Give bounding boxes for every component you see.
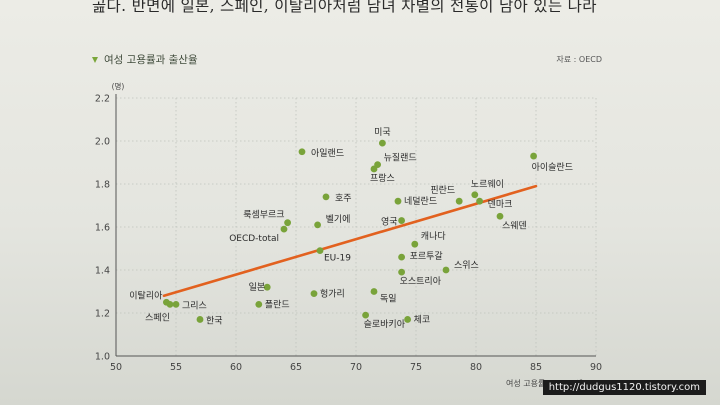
point-label: 노르웨이 — [471, 178, 504, 190]
body-text-line: 곮다. 반면에 일본, 스페인, 이탈리아처럼 남녀 차별의 전통이 남아 있는… — [92, 0, 597, 15]
data-point — [404, 316, 411, 323]
point-label: 네덜란드 — [404, 195, 437, 207]
data-point — [362, 311, 369, 319]
point-label: OECD-total — [229, 234, 279, 244]
point-label: 포르투갈 — [410, 251, 443, 262]
data-point — [398, 217, 405, 224]
point-label: 핀란드 — [430, 184, 455, 196]
data-point — [370, 165, 378, 173]
point-label: 영국 — [381, 217, 398, 228]
point-label: 호주 — [335, 193, 352, 204]
y-axis-label: (명) — [112, 81, 125, 91]
data-point — [172, 301, 180, 308]
x-tick-label: 55 — [170, 362, 182, 373]
y-tick-label: 1.0 — [95, 352, 110, 363]
y-tick-label: 1.2 — [95, 309, 110, 320]
data-point — [455, 197, 463, 205]
point-label: 스페인 — [145, 312, 170, 323]
point-label: 일본 — [249, 282, 266, 293]
data-point — [322, 193, 330, 201]
point-label: 슬로바키아 — [364, 319, 406, 330]
point-label: 헝가리 — [320, 289, 345, 300]
watermark: http://dudgus1120.tistory.com — [542, 380, 706, 395]
data-point — [255, 301, 263, 308]
y-tick-label: 2.2 — [95, 94, 110, 105]
data-point — [298, 148, 306, 156]
data-point — [310, 290, 318, 298]
x-tick-label: 85 — [530, 362, 542, 373]
data-point — [314, 221, 321, 229]
point-label: 벨기에 — [326, 214, 351, 225]
data-point — [379, 139, 386, 147]
trend-line — [162, 184, 538, 298]
data-point — [394, 197, 402, 205]
point-label: 캐나다 — [421, 231, 447, 242]
data-point — [398, 268, 405, 276]
point-label: EU-19 — [324, 254, 351, 264]
point-label: 체코 — [414, 314, 431, 325]
x-tick-label: 65 — [290, 362, 302, 373]
y-tick-label: 1.4 — [95, 266, 110, 277]
data-point — [442, 266, 450, 274]
data-point — [263, 283, 271, 291]
x-tick-label: 90 — [590, 362, 602, 373]
x-tick-label: 80 — [470, 362, 482, 373]
x-tick-label: 75 — [410, 362, 422, 373]
x-tick-label: 60 — [230, 362, 242, 373]
data-point — [316, 247, 324, 255]
point-label: 한국 — [206, 315, 223, 326]
point-label: 폴란드 — [265, 298, 290, 310]
point-label: 프랑스 — [370, 172, 395, 184]
point-label: 룩셈부르크 — [243, 210, 284, 221]
x-tick-label: 50 — [110, 362, 122, 373]
data-point — [471, 191, 479, 199]
data-point — [280, 225, 288, 233]
y-tick-label: 1.8 — [95, 180, 110, 191]
point-label: 스웨덴 — [502, 219, 527, 231]
y-tick-label: 2.0 — [95, 137, 110, 148]
point-label: 덴마크 — [488, 199, 513, 210]
data-point — [196, 316, 204, 323]
data-point — [284, 219, 291, 227]
point-label: 이탈리아 — [129, 290, 163, 301]
y-tick-label: 1.6 — [95, 223, 110, 234]
chart-header: 여성 고용률과 출산율 — [92, 52, 198, 67]
point-label: 그리스 — [182, 300, 207, 311]
point-label: 독일 — [380, 294, 397, 305]
point-label: 오스트리아 — [400, 276, 442, 287]
point-label: 미국 — [374, 127, 391, 138]
data-point — [166, 301, 174, 308]
point-label: 아일랜드 — [311, 148, 344, 159]
chart-title: 여성 고용률과 출산율 — [104, 54, 198, 66]
point-label: 뉴질랜드 — [384, 152, 417, 164]
point-label: 아이슬란드 — [532, 161, 573, 173]
x-tick-label: 70 — [350, 362, 362, 373]
data-point — [398, 253, 405, 261]
data-point — [496, 212, 504, 220]
source-note: 자료 : OECD — [556, 55, 602, 64]
point-label: 스위스 — [454, 260, 479, 271]
data-point — [476, 197, 483, 205]
data-point — [370, 288, 378, 295]
data-point — [530, 152, 537, 160]
data-point — [411, 240, 419, 248]
triangle-bullet-icon — [92, 56, 98, 63]
